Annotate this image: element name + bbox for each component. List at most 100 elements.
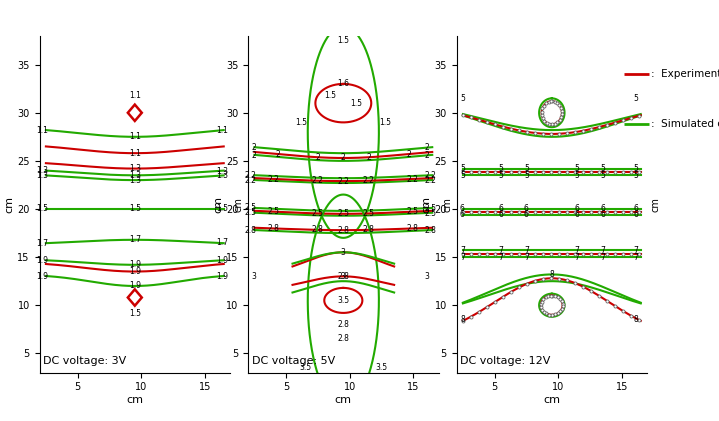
Text: 2.2: 2.2 <box>244 176 256 184</box>
Text: 7: 7 <box>498 253 503 261</box>
Text: 6: 6 <box>633 210 638 219</box>
Text: 3: 3 <box>341 248 346 257</box>
Text: 8: 8 <box>460 315 464 324</box>
Text: 1.5: 1.5 <box>216 205 228 213</box>
Text: 5: 5 <box>574 164 580 173</box>
Text: 2.8: 2.8 <box>268 224 280 233</box>
Text: 2.8: 2.8 <box>337 272 349 281</box>
Text: 5: 5 <box>574 171 580 180</box>
Text: 1.9: 1.9 <box>129 260 141 269</box>
Text: 3: 3 <box>341 272 346 281</box>
Text: 2.8: 2.8 <box>363 225 375 234</box>
Text: 2: 2 <box>275 150 280 159</box>
Text: 7: 7 <box>574 253 580 261</box>
Text: 1.1: 1.1 <box>129 132 141 141</box>
Text: 5: 5 <box>600 171 605 180</box>
Text: DC voltage: 3V: DC voltage: 3V <box>43 356 127 366</box>
Text: 5: 5 <box>460 171 464 180</box>
Text: 5: 5 <box>633 94 638 103</box>
Text: 1.1: 1.1 <box>216 126 228 135</box>
Text: 2: 2 <box>341 154 346 163</box>
Text: 1.3: 1.3 <box>129 176 141 185</box>
Text: 1.9: 1.9 <box>129 282 141 290</box>
Text: 1.3: 1.3 <box>129 171 141 180</box>
Text: 2.2: 2.2 <box>337 176 349 186</box>
Text: 2.2: 2.2 <box>425 171 436 180</box>
Text: :  Experimental points: : Experimental points <box>651 69 719 79</box>
Text: 5: 5 <box>600 164 605 173</box>
Text: 6: 6 <box>460 205 464 213</box>
Text: 3.5: 3.5 <box>299 363 311 372</box>
Text: cm: cm <box>234 197 244 212</box>
Text: 1.9: 1.9 <box>129 267 141 276</box>
Text: 2: 2 <box>316 153 320 162</box>
Text: 2.5: 2.5 <box>312 209 324 218</box>
Text: 7: 7 <box>498 246 503 255</box>
Text: 7: 7 <box>600 246 605 255</box>
Text: 5: 5 <box>524 171 529 180</box>
Text: 2.5: 2.5 <box>244 208 256 217</box>
Text: 5: 5 <box>524 164 529 173</box>
Text: 1.3: 1.3 <box>36 166 47 175</box>
Text: 2: 2 <box>252 143 256 152</box>
Text: 1.1: 1.1 <box>36 126 47 135</box>
Text: 6: 6 <box>600 205 605 213</box>
Text: 8: 8 <box>633 315 638 324</box>
Text: 3.5: 3.5 <box>375 363 388 372</box>
Text: 2: 2 <box>252 151 256 160</box>
Text: 1.5: 1.5 <box>379 118 391 127</box>
Text: 2.2: 2.2 <box>363 176 375 185</box>
Text: 6: 6 <box>524 205 529 213</box>
Text: 6: 6 <box>498 205 503 213</box>
Text: 7: 7 <box>524 246 529 255</box>
Text: 2.8: 2.8 <box>407 224 418 233</box>
Text: 1.9: 1.9 <box>216 256 228 265</box>
Text: 5: 5 <box>498 171 503 180</box>
Text: 7: 7 <box>633 253 638 261</box>
Text: 2.5: 2.5 <box>267 208 280 216</box>
X-axis label: cm: cm <box>127 395 143 405</box>
Text: 2: 2 <box>425 143 429 152</box>
Text: 1.1: 1.1 <box>129 149 141 158</box>
Text: 1.3: 1.3 <box>36 171 47 180</box>
Text: 6: 6 <box>498 210 503 219</box>
Text: :  Simulated curves: : Simulated curves <box>651 119 719 129</box>
Text: 2.2: 2.2 <box>244 171 256 180</box>
Text: 2.5: 2.5 <box>425 208 436 218</box>
Text: 7: 7 <box>633 246 638 255</box>
Text: 1.7: 1.7 <box>36 239 47 248</box>
Text: 3: 3 <box>252 272 256 281</box>
Text: 6: 6 <box>574 205 580 213</box>
Text: 6: 6 <box>574 210 580 219</box>
Text: 1.5: 1.5 <box>324 91 336 100</box>
Text: 3: 3 <box>425 272 429 281</box>
Text: 5: 5 <box>633 171 638 180</box>
Text: 2: 2 <box>367 153 371 162</box>
Text: 1.9: 1.9 <box>36 256 47 265</box>
Text: cm: cm <box>651 197 661 212</box>
Text: 1.7: 1.7 <box>129 235 141 244</box>
Text: 2.2: 2.2 <box>407 175 418 184</box>
Text: 1.3: 1.3 <box>216 167 228 176</box>
Text: 2.5: 2.5 <box>425 204 436 213</box>
Text: 2.8: 2.8 <box>312 225 324 234</box>
Text: 2.8: 2.8 <box>337 320 349 329</box>
Text: 2.5: 2.5 <box>337 209 349 218</box>
Text: 7: 7 <box>574 246 580 255</box>
Text: 1.3: 1.3 <box>216 171 228 180</box>
Text: 3.5: 3.5 <box>337 296 349 305</box>
Text: 1.5: 1.5 <box>129 205 141 213</box>
Text: DC voltage: 5V: DC voltage: 5V <box>252 356 335 366</box>
Text: 2.8: 2.8 <box>337 226 349 234</box>
Text: 2.8: 2.8 <box>337 334 349 344</box>
Y-axis label: cm: cm <box>4 196 14 213</box>
Text: 6: 6 <box>633 205 638 213</box>
Text: 5: 5 <box>633 164 638 173</box>
Y-axis label: cm: cm <box>421 196 431 213</box>
Text: 8: 8 <box>549 270 554 279</box>
Text: 2.2: 2.2 <box>425 176 436 185</box>
Text: 2.8: 2.8 <box>244 226 256 234</box>
Text: 2.5: 2.5 <box>362 209 375 218</box>
Text: 7: 7 <box>524 253 529 261</box>
X-axis label: cm: cm <box>544 395 560 405</box>
